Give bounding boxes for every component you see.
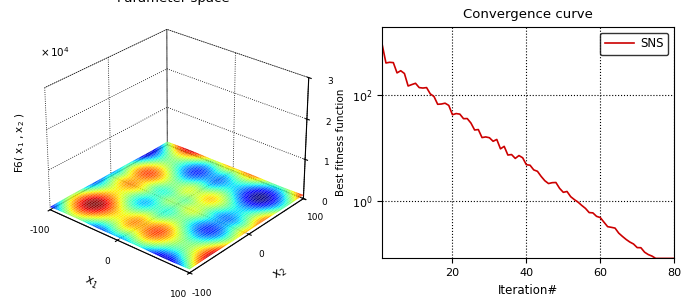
SNS bbox=[651, 257, 660, 260]
SNS bbox=[507, 153, 516, 156]
Y-axis label: x$_2$: x$_2$ bbox=[271, 264, 289, 283]
SNS bbox=[578, 204, 586, 207]
Text: $\times\,10^4$: $\times\,10^4$ bbox=[40, 45, 70, 59]
SNS bbox=[378, 43, 386, 47]
Title: Parameter space: Parameter space bbox=[117, 0, 230, 5]
Legend: SNS: SNS bbox=[600, 33, 669, 55]
Line: SNS: SNS bbox=[382, 45, 674, 258]
Text: F6( x$_1$ , x$_2$ ): F6( x$_1$ , x$_2$ ) bbox=[13, 113, 26, 173]
SNS bbox=[670, 257, 678, 260]
SNS bbox=[566, 195, 575, 198]
Title: Convergence curve: Convergence curve bbox=[464, 8, 593, 21]
SNS bbox=[555, 187, 564, 190]
Y-axis label: Best fitness function: Best fitness function bbox=[336, 89, 346, 196]
X-axis label: x$_1$: x$_1$ bbox=[82, 274, 100, 291]
SNS bbox=[552, 181, 560, 184]
X-axis label: Iteration#: Iteration# bbox=[498, 284, 558, 297]
SNS bbox=[637, 246, 645, 249]
